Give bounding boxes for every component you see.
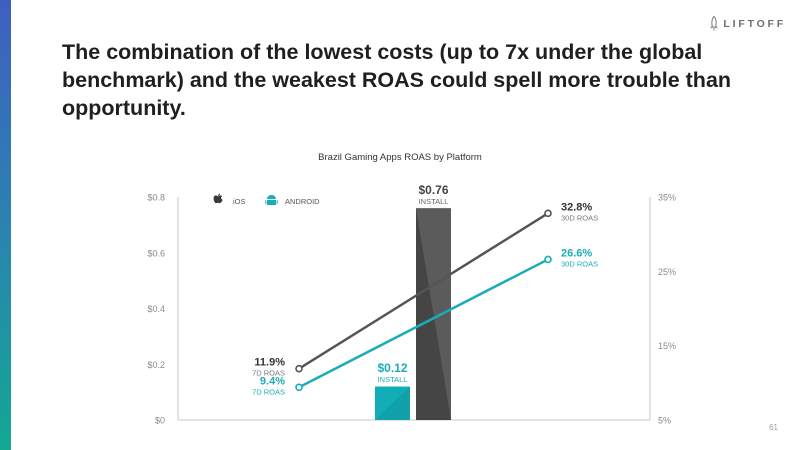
- point-ios-30d: [544, 209, 552, 218]
- bar-ios-sub-label: INSTALL: [419, 197, 449, 206]
- right-axis-tick-label: 25%: [658, 267, 676, 277]
- bar-android-shade: [375, 386, 410, 420]
- accent-side-bar: [0, 0, 11, 450]
- android-icon: [265, 195, 278, 205]
- right-axis-tick-label: 35%: [658, 193, 676, 203]
- page-title: The combination of the lowest costs (up …: [62, 40, 732, 120]
- line-ios-roas: [298, 212, 549, 370]
- rocket-icon: [710, 16, 719, 32]
- right-axis-tick-label: 15%: [658, 341, 676, 351]
- label-android-7d-sub: 7D ROAS: [252, 387, 285, 396]
- label-android-30d-sub: 30D ROAS: [561, 259, 598, 268]
- page-number: 61: [769, 423, 778, 432]
- brand-logo: LIFTOFF: [709, 16, 786, 32]
- label-ios-7d-value: 11.9%: [254, 357, 285, 369]
- left-axis-tick-label: $0.4: [147, 304, 165, 314]
- line-android-roas: [298, 258, 549, 389]
- left-axis-tick-label: $0.2: [147, 360, 165, 370]
- bar-ios-value-label: $0.76: [418, 183, 448, 197]
- label-android-30d-value: 26.6%: [561, 247, 592, 259]
- apple-icon: [213, 193, 223, 204]
- bar-ios-shade: [416, 208, 451, 420]
- bar-ios-install: [416, 208, 451, 420]
- point-android-30d: [544, 255, 552, 264]
- legend-label-android: ANDROID: [285, 197, 320, 206]
- left-axis-tick-label: $0: [155, 416, 165, 426]
- left-axis-tick-label: $0.8: [147, 193, 165, 203]
- bar-android-value-label: $0.12: [377, 361, 407, 375]
- label-ios-7d-sub: 7D ROAS: [252, 369, 285, 378]
- label-android-7d-value: 9.4%: [260, 375, 285, 387]
- legend-label-ios: iOS: [233, 197, 246, 206]
- point-android-7d: [295, 383, 303, 392]
- bar-android-sub-label: INSTALL: [378, 375, 408, 384]
- right-axis-tick-label: 5%: [658, 416, 671, 426]
- point-ios-7d: [295, 364, 303, 373]
- chart-title: Brazil Gaming Apps ROAS by Platform: [318, 152, 482, 163]
- label-ios-30d-value: 32.8%: [561, 201, 592, 213]
- brand-name: LIFTOFF: [723, 18, 786, 30]
- left-axis-tick-label: $0.6: [147, 248, 165, 258]
- label-ios-30d-sub: 30D ROAS: [561, 213, 598, 222]
